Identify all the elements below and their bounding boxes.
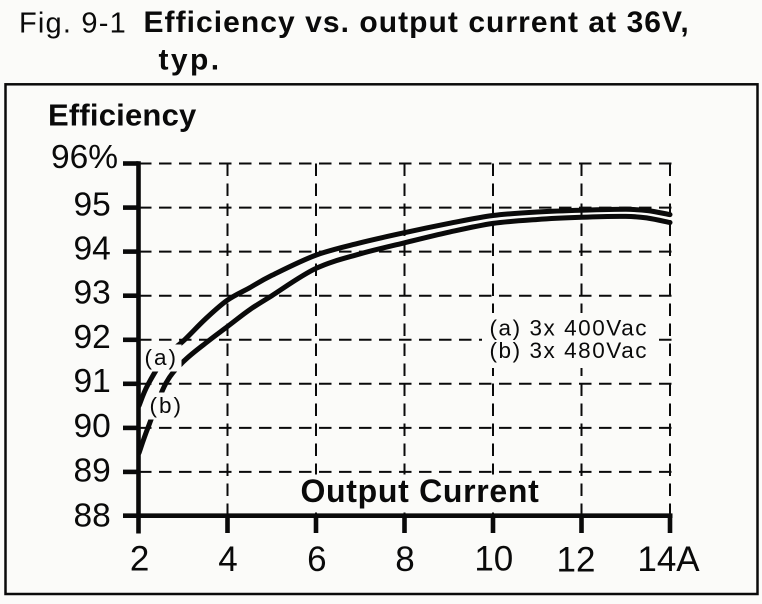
- svg-text:4: 4: [218, 540, 237, 579]
- svg-text:6: 6: [307, 540, 326, 579]
- svg-text:94: 94: [74, 231, 111, 268]
- svg-text:93: 93: [74, 275, 111, 312]
- svg-text:Output Current: Output Current: [300, 473, 539, 509]
- svg-text:Fig. 9-1: Fig. 9-1: [19, 8, 127, 40]
- svg-text:90: 90: [74, 408, 111, 445]
- svg-text:10: 10: [474, 540, 513, 579]
- svg-text:(b): (b): [150, 393, 184, 418]
- svg-text:(a): (a): [145, 345, 179, 370]
- svg-text:Efficiency: Efficiency: [48, 98, 197, 133]
- svg-text:(a) 3x 400Vac: (a) 3x 400Vac: [490, 315, 649, 340]
- svg-text:92: 92: [74, 319, 111, 356]
- svg-text:12: 12: [557, 541, 596, 580]
- svg-text:14A: 14A: [637, 540, 700, 579]
- svg-text:8: 8: [395, 540, 414, 579]
- svg-text:95: 95: [74, 187, 111, 224]
- svg-text:89: 89: [74, 452, 111, 489]
- svg-text:Efficiency vs. output current: Efficiency vs. output current at 36V,: [144, 6, 690, 39]
- svg-text:91: 91: [74, 363, 111, 400]
- svg-text:typ.: typ.: [159, 44, 222, 77]
- svg-text:(b) 3x 480Vac: (b) 3x 480Vac: [490, 338, 649, 363]
- svg-text:2: 2: [130, 539, 149, 578]
- svg-text:96%: 96%: [51, 139, 118, 176]
- svg-text:88: 88: [74, 497, 111, 534]
